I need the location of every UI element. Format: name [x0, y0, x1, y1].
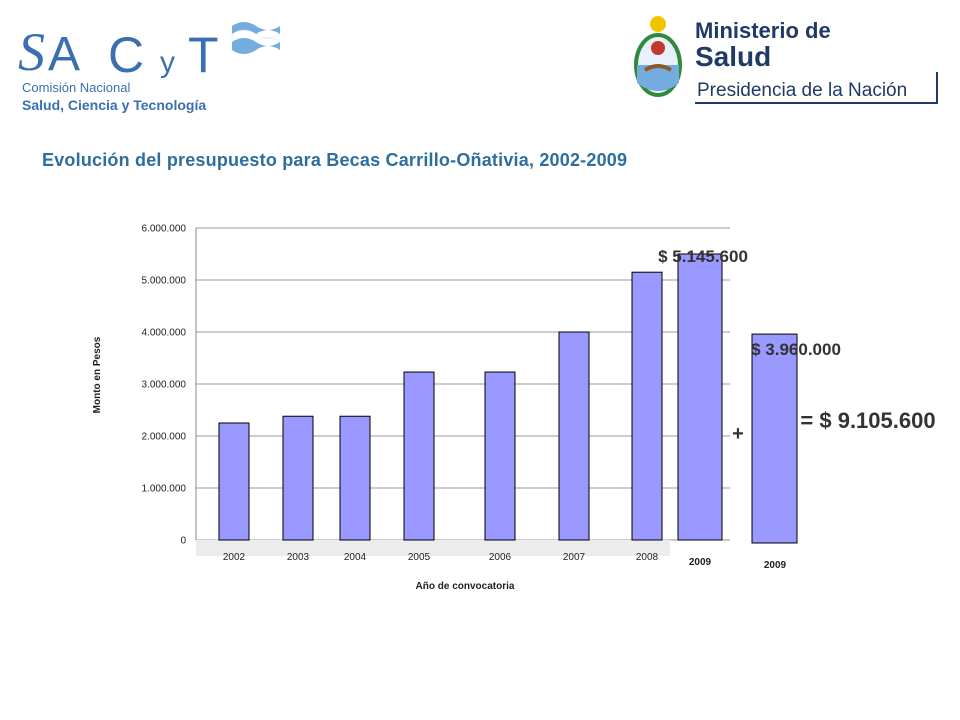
x-tick-label-2009: 2009 — [689, 557, 712, 568]
y-axis-title: Monto en Pesos — [92, 336, 103, 413]
extra-bar-value-label: $ 3.960.000 — [751, 340, 841, 359]
y-tick-label: 6.000.000 — [142, 224, 187, 235]
svg-text:C: C — [108, 27, 144, 83]
sacyt-logo: S A C y T Comisión Nacional Salud, Cienc… — [18, 22, 280, 113]
x-tick-label-2007: 2007 — [563, 552, 586, 563]
svg-text:A: A — [48, 28, 80, 81]
ministerio-underline — [695, 72, 938, 104]
page-title: Evolución del presupuesto para Becas Car… — [42, 150, 628, 170]
total-label: = $ 9.105.600 — [800, 408, 935, 433]
bar-2002 — [218, 422, 250, 541]
bar-2004 — [339, 415, 371, 541]
y-tick-label: 4.000.000 — [142, 328, 187, 339]
extra-bar-2009 — [751, 333, 798, 544]
x-tick-label-2008: 2008 — [636, 552, 659, 563]
sacyt-logo-letters: S — [18, 22, 45, 82]
coat-of-arms-icon — [634, 16, 682, 97]
extra-bar-category-label: 2009 — [764, 560, 787, 571]
x-axis-band — [196, 540, 670, 556]
sacyt-logo-mark: S A C y T — [18, 22, 280, 83]
sacyt-line1: Comisión Nacional — [22, 80, 130, 95]
ministerio-line1: Ministerio de — [695, 18, 831, 43]
y-tick-label: 5.000.000 — [142, 276, 187, 287]
bar-2006 — [484, 371, 516, 541]
x-tick-label-2002: 2002 — [223, 552, 246, 563]
bar-2005 — [403, 371, 435, 541]
sacyt-line2: Salud, Ciencia y Tecnología — [22, 97, 206, 113]
chart-bars — [218, 253, 798, 544]
ministerio-logo: Ministerio de Salud Presidencia de la Na… — [634, 16, 938, 104]
y-tick-label: 3.000.000 — [142, 380, 187, 391]
ministerio-line3: Presidencia de la Nación — [697, 80, 907, 101]
svg-text:T: T — [188, 27, 219, 83]
argentina-flag-icon — [231, 22, 280, 54]
bar-2008 — [631, 271, 663, 541]
bar-2003 — [282, 415, 314, 541]
y-axis-ticks: 0 1.000.000 2.000.000 3.000.000 4.000.000 5.0… — [142, 224, 187, 547]
y-tick-label: 2.000.000 — [142, 432, 187, 443]
x-tick-label-2003: 2003 — [287, 552, 310, 563]
svg-text:y: y — [160, 46, 175, 79]
plus-sign: + — [732, 423, 744, 445]
x-axis-ticks: 2002 2003 2004 2005 2006 2007 2008 2009 2009 — [223, 552, 787, 571]
bar-2007 — [558, 331, 590, 541]
bar-2009 — [677, 253, 723, 541]
y-tick-label: 1.000.000 — [142, 484, 187, 495]
y-tick-label: 0 — [180, 536, 186, 547]
x-tick-label-2006: 2006 — [489, 552, 512, 563]
x-axis-title: Año de convocatoria — [416, 581, 515, 592]
bar-2009-value-label: $ 5.145.600 — [658, 247, 748, 266]
ministerio-line2: Salud — [695, 41, 771, 72]
x-tick-label-2005: 2005 — [408, 552, 431, 563]
x-tick-label-2004: 2004 — [344, 552, 367, 563]
